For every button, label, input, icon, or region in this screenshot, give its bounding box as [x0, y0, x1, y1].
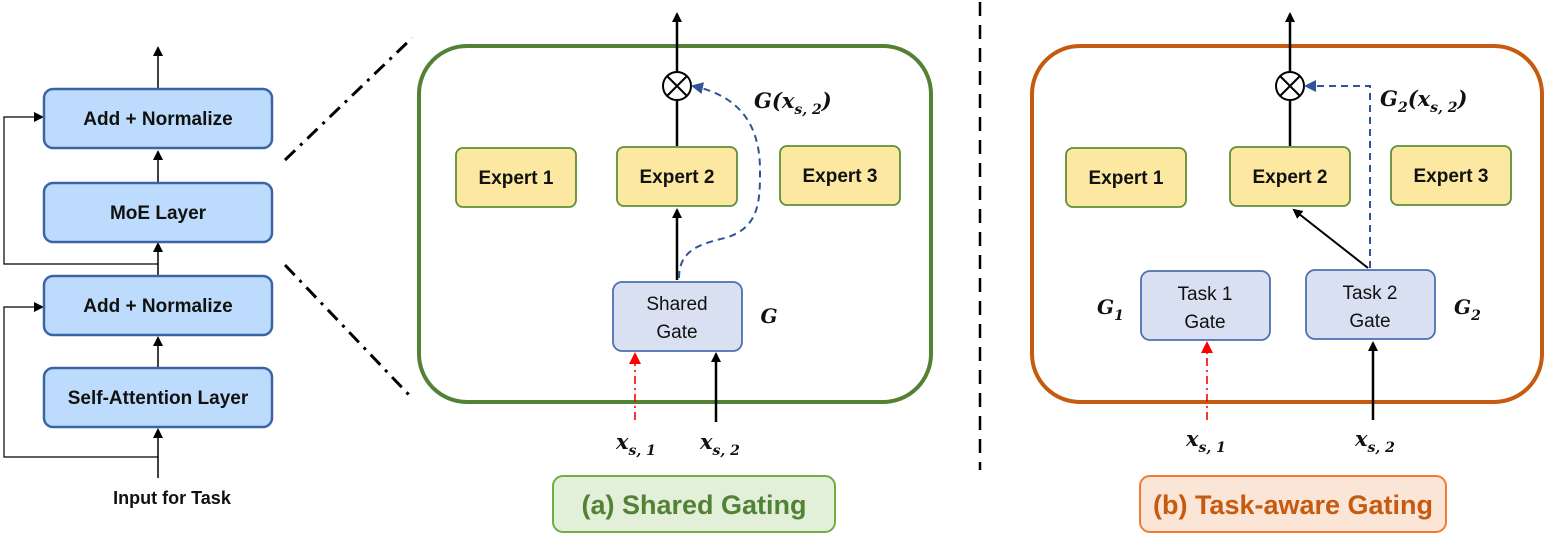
task-input2-main: x — [1354, 426, 1368, 451]
task-expert-2-box — [1229, 146, 1351, 207]
shared-gate-label-line2: Gate — [656, 322, 697, 343]
task-weight-label-main: G — [1380, 86, 1398, 111]
shared-expert-1-label: Expert 1 — [479, 168, 554, 189]
shared-weight-label: G(xs, 2) — [754, 88, 832, 118]
transformer-stack: Add + Normalize MoE Layer Add + Normaliz… — [3, 46, 274, 508]
shared-expert-1-box — [455, 147, 577, 208]
shared-weight-label-sub: s, 2 — [794, 102, 822, 118]
shared-input1-sub: s, 1 — [629, 443, 656, 459]
shared-weight-label-close: ) — [821, 88, 832, 113]
zoom-line-top — [283, 36, 414, 162]
residual-connection-top — [3, 112, 158, 265]
shared-expert-3-box — [779, 145, 901, 206]
shared-gating-caption-box — [552, 475, 836, 533]
task-weight-label-open: (x — [1408, 86, 1431, 111]
add-normalize-top-box — [42, 87, 274, 150]
task-expert-1-label: Expert 1 — [1089, 168, 1164, 189]
add-normalize-top-label: Add + Normalize — [83, 109, 232, 130]
shared-input2-sub: s, 2 — [713, 443, 741, 459]
moe-layer-label: MoE Layer — [110, 203, 207, 224]
task-expert-1-box — [1065, 147, 1187, 208]
self-attention-label: Self-Attention Layer — [68, 388, 249, 409]
shared-expert-3-label: Expert 3 — [803, 166, 878, 187]
task1-gate-box — [1140, 270, 1271, 341]
shared-gate-symbol: G — [760, 304, 777, 328]
shared-expert-2-box — [616, 146, 738, 207]
shared-input2-main: x — [699, 429, 713, 454]
task2-gate-symbol-main: G — [1454, 295, 1471, 319]
task-input2-sub: s, 2 — [1368, 440, 1396, 456]
shared-gating-panel: Expert 1 Expert 2 Expert 3 Shared Gate G… — [417, 12, 933, 533]
task-input1-main: x — [1185, 426, 1199, 451]
task-expert-2-label: Expert 2 — [1253, 167, 1328, 188]
shared-gate-label-line1: Shared — [646, 294, 707, 315]
task2-gate-to-expert2-arrow — [1292, 208, 1369, 269]
task2-gate-symbol-sub: 2 — [1470, 308, 1481, 324]
shared-weight-label-main: G(x — [754, 88, 795, 113]
shared-gating-border — [417, 44, 933, 404]
shared-expert-2-label: Expert 2 — [640, 167, 715, 188]
task1-gate-symbol-main: G — [1097, 295, 1114, 319]
task-input1-sub: s, 1 — [1199, 440, 1226, 456]
task-aware-gating-caption: (b) Task-aware Gating — [1153, 490, 1433, 520]
task-weight-label-gsub: 2 — [1397, 100, 1408, 116]
task-weight-label-close: ) — [1457, 86, 1468, 111]
residual-connection-bottom — [3, 302, 158, 458]
task1-gate-label-line1: Task 1 — [1178, 284, 1233, 305]
shared-input1-main: x — [615, 429, 629, 454]
task-weight-label-sub: s, 2 — [1430, 100, 1458, 116]
shared-input2-label: xs, 2 — [699, 429, 740, 459]
shared-gate-weight-arrow — [678, 82, 762, 279]
zoom-line-bottom — [283, 263, 414, 400]
add-normalize-bottom-box — [42, 274, 274, 337]
input-for-task-label: Input for Task — [113, 488, 232, 508]
task1-gate-symbol-sub: 1 — [1114, 308, 1124, 324]
task2-gate-label-line1: Task 2 — [1343, 283, 1398, 304]
task-weight-label: G2(xs, 2) — [1380, 86, 1467, 116]
task-input1-label: xs, 1 — [1185, 426, 1226, 456]
task-aware-gating-panel: Expert 1 Expert 2 Expert 3 Task 1 Gate T… — [1030, 12, 1544, 533]
task-aware-gating-border — [1030, 44, 1544, 404]
task-input2-label: xs, 2 — [1354, 426, 1395, 456]
task2-gate-symbol: G2 — [1454, 295, 1481, 324]
task2-gate-label-line2: Gate — [1349, 311, 1390, 332]
shared-gate-box — [612, 281, 743, 352]
task1-gate-symbol: G1 — [1097, 295, 1124, 324]
add-normalize-bottom-label: Add + Normalize — [83, 296, 232, 317]
moe-layer-box — [42, 181, 274, 244]
shared-gating-caption: (a) Shared Gating — [581, 490, 806, 520]
task-aware-gating-caption-box — [1139, 475, 1447, 533]
task-expert-3-box — [1390, 145, 1512, 206]
self-attention-box — [42, 366, 274, 429]
shared-input1-label: xs, 1 — [615, 429, 656, 459]
task-multiply-icon-stroke-b — [1279, 75, 1301, 97]
task2-gate-weight-arrow — [1304, 80, 1371, 268]
task2-gate-box — [1305, 269, 1436, 340]
multiply-icon-stroke-b — [666, 75, 688, 97]
task1-gate-label-line2: Gate — [1184, 312, 1225, 333]
task-expert-3-label: Expert 3 — [1414, 166, 1489, 187]
